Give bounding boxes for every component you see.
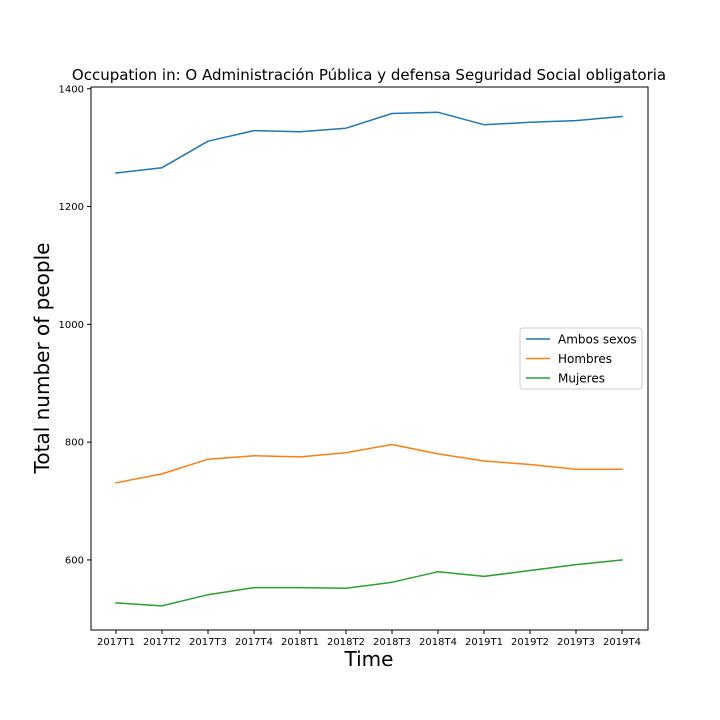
y-axis: 600 800 1000 1200 1400	[59, 84, 91, 566]
y-tick-label: 1000	[59, 320, 84, 331]
x-tick-label: 2019T3	[557, 637, 595, 648]
legend-label: Mujeres	[558, 372, 605, 386]
x-tick-label: 2019T4	[603, 637, 641, 648]
y-tick-label: 1200	[59, 202, 84, 213]
x-tick-label: 2017T1	[97, 637, 135, 648]
x-tick-label: 2018T2	[327, 637, 365, 648]
x-axis: 2017T1 2017T2 2017T3 2017T4 2018T1 2018T2 2018…	[97, 630, 641, 648]
x-tick-label: 2018T3	[373, 637, 411, 648]
series-layer	[115, 111, 623, 607]
x-tick-label: 2017T2	[143, 637, 181, 648]
x-tick-label: 2018T4	[419, 637, 457, 648]
legend-label: Hombres	[558, 352, 612, 366]
x-tick-label: 2019T2	[511, 637, 549, 648]
series-line-hombres	[115, 443, 623, 484]
chart-title: Occupation in: O Administración Pública …	[72, 66, 666, 84]
series-line-ambos-sexos	[115, 111, 623, 174]
plot-frame	[90, 86, 649, 631]
x-axis-label: Time	[344, 647, 394, 671]
series-line-mujeres	[115, 559, 623, 607]
x-tick-label: 2017T4	[235, 637, 273, 648]
x-tick-label: 2019T1	[465, 637, 503, 648]
y-axis-label: Total number of people	[30, 243, 54, 475]
legend-box	[519, 327, 643, 390]
legend: Ambos sexos Hombres Mujeres	[519, 327, 643, 390]
y-tick-label: 1400	[59, 84, 84, 95]
x-tick-label: 2017T3	[189, 637, 227, 648]
legend-label: Ambos sexos	[558, 333, 637, 347]
y-tick-label: 600	[65, 555, 84, 566]
x-tick-label: 2018T1	[281, 637, 319, 648]
y-tick-label: 800	[65, 438, 84, 449]
